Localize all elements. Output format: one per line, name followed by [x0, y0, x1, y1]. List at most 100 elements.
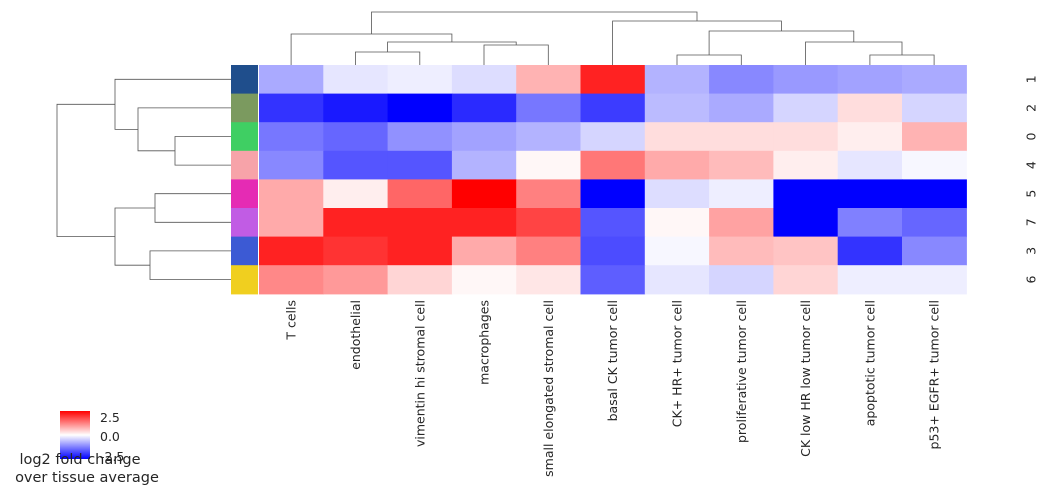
row-label-4: 4	[1024, 161, 1039, 169]
colorbar: 2.5 0.0 -2.5 log2 fold change over tissu…	[15, 410, 159, 486]
heatmap-cell-row-1-apoptotic-tumor-cell	[837, 65, 903, 95]
row-color-swatch-1	[231, 65, 258, 95]
column-labels: T cells endothelial vimentin hi stromal ce…	[284, 300, 942, 477]
heatmap-cell-row-7-basal-ck-tumor-cell	[580, 208, 646, 238]
heatmap-cell-row-6-ck-hr-tumor-cell	[644, 265, 710, 295]
row-label-2: 2	[1024, 104, 1039, 112]
row-dendrogram-link-2	[114, 78, 231, 130]
heatmap-cell-row-7-endothelial	[323, 208, 389, 238]
heatmap-cell-row-5-apoptotic-tumor-cell	[837, 179, 903, 209]
row-dendrogram-link-1	[137, 107, 231, 152]
column-dendrogram-link-3	[290, 33, 453, 65]
heatmap-cell-row-1-small-elongated-stromal-cell	[516, 65, 582, 95]
heatmap-cell-row-3-ck-hr-tumor-cell	[644, 236, 710, 266]
heatmap-cell-row-1-vimentin-hi-stromal-cell	[387, 65, 453, 95]
heatmap-cell-row-4-small-elongated-stromal-cell	[516, 150, 582, 180]
heatmap-cell-row-4-proliferative-tumor-cell	[709, 150, 774, 180]
heatmap-cell-row-7-ck-low-hr-low-tumor-cell	[773, 208, 839, 238]
heatmap-cell-row-5-endothelial	[323, 179, 389, 209]
heatmap-cell-row-7-apoptotic-tumor-cell	[837, 208, 903, 238]
column-dendrogram-link-0	[355, 51, 421, 65]
row-color-swatch-2	[231, 93, 258, 123]
column-dendrogram-link-9	[371, 11, 698, 34]
row-dendrogram-link-0	[174, 136, 231, 166]
heatmap-cell-row-7-proliferative-tumor-cell	[709, 208, 774, 238]
heatmap-cell-row-1-p53-egfr-tumor-cell	[902, 65, 967, 95]
colorbar-tick-bottom: -2.5	[100, 449, 124, 464]
column-dendrogram-link-8	[612, 20, 782, 65]
heatmap-cell-row-3-apoptotic-tumor-cell	[837, 236, 903, 266]
heatmap-cell-row-6-ck-low-hr-low-tumor-cell	[773, 265, 839, 295]
heatmap-cell-row-7-p53-egfr-tumor-cell	[902, 208, 967, 238]
column-label-proliferative-tumor-cell: proliferative tumor cell	[734, 300, 749, 443]
heatmap-cell-row-6-basal-ck-tumor-cell	[580, 265, 646, 295]
heatmap-cell-row-3-basal-ck-tumor-cell	[580, 236, 646, 266]
row-label-6: 6	[1024, 275, 1039, 283]
heatmap-cell-row-3-small-elongated-stromal-cell	[516, 236, 582, 266]
heatmap-cell-row-6-proliferative-tumor-cell	[709, 265, 774, 295]
row-color-swatch-0	[231, 122, 258, 152]
heatmap-cell-row-4-basal-ck-tumor-cell	[580, 150, 646, 180]
heatmap-cell-row-5-t-cells	[259, 179, 324, 209]
column-label-t-cells: T cells	[284, 300, 299, 341]
heatmap-cell-row-5-vimentin-hi-stromal-cell	[387, 179, 453, 209]
heatmap-cell-row-2-t-cells	[259, 93, 324, 123]
heatmap-cell-row-6-vimentin-hi-stromal-cell	[387, 265, 453, 295]
heatmap-cell-row-0-ck-low-hr-low-tumor-cell	[773, 122, 839, 152]
heatmap-cell-row-7-vimentin-hi-stromal-cell	[387, 208, 453, 238]
heatmap-cell-row-4-vimentin-hi-stromal-cell	[387, 150, 453, 180]
row-dendrogram-link-3	[154, 193, 231, 223]
colorbar-gradient	[60, 411, 90, 459]
heatmap-cells	[259, 65, 967, 295]
heatmap-cell-row-4-endothelial	[323, 150, 389, 180]
heatmap-cell-row-2-macrophages	[451, 93, 517, 123]
heatmap-cell-row-4-ck-hr-tumor-cell	[644, 150, 710, 180]
heatmap-cell-row-3-vimentin-hi-stromal-cell	[387, 236, 453, 266]
colorbar-tick-mid: 0.0	[100, 429, 120, 444]
heatmap-cell-row-0-t-cells	[259, 122, 324, 152]
heatmap-cell-row-6-small-elongated-stromal-cell	[516, 265, 582, 295]
column-dendrogram-link-4	[676, 54, 742, 65]
column-dendrogram-link-6	[805, 41, 903, 65]
column-dendrogram-link-2	[387, 41, 517, 52]
row-color-swatch-6	[231, 265, 258, 295]
heatmap-cell-row-6-t-cells	[259, 265, 324, 295]
heatmap-cell-row-4-p53-egfr-tumor-cell	[902, 150, 967, 180]
heatmap-cell-row-0-vimentin-hi-stromal-cell	[387, 122, 453, 152]
heatmap-cell-row-6-endothelial	[323, 265, 389, 295]
colorbar-tick-top: 2.5	[100, 410, 120, 425]
heatmap-cell-row-3-endothelial	[323, 236, 389, 266]
heatmap-cell-row-1-ck-hr-tumor-cell	[644, 65, 710, 95]
column-dendrogram-link-7	[708, 30, 855, 55]
heatmap-cell-row-4-macrophages	[451, 150, 517, 180]
column-dendrogram	[290, 11, 935, 65]
heatmap-cell-row-0-apoptotic-tumor-cell	[837, 122, 903, 152]
heatmap-cell-row-0-p53-egfr-tumor-cell	[902, 122, 967, 152]
heatmap-cell-row-1-t-cells	[259, 65, 324, 95]
heatmap-cell-row-5-ck-hr-tumor-cell	[644, 179, 710, 209]
heatmap-cell-row-1-basal-ck-tumor-cell	[580, 65, 646, 95]
row-color-swatch-4	[231, 150, 258, 180]
heatmap-cell-row-6-macrophages	[451, 265, 517, 295]
heatmap-cell-row-2-ck-hr-tumor-cell	[644, 93, 710, 123]
column-label-ck-low-hr-low-tumor-cell: CK low HR low tumor cell	[798, 300, 813, 457]
heatmap-cell-row-2-apoptotic-tumor-cell	[837, 93, 903, 123]
heatmap-cell-row-0-basal-ck-tumor-cell	[580, 122, 646, 152]
row-dendrogram	[56, 78, 231, 280]
row-color-swatch-7	[231, 208, 258, 238]
heatmap-cell-row-5-proliferative-tumor-cell	[709, 179, 774, 209]
heatmap-cell-row-1-endothelial	[323, 65, 389, 95]
row-label-1: 1	[1024, 75, 1039, 83]
column-label-small-elongated-stromal-cell: small elongated stromal cell	[541, 300, 556, 477]
heatmap-cell-row-3-ck-low-hr-low-tumor-cell	[773, 236, 839, 266]
row-color-swatch-3	[231, 236, 258, 266]
heatmap-cell-row-0-proliferative-tumor-cell	[709, 122, 774, 152]
heatmap-cell-row-2-vimentin-hi-stromal-cell	[387, 93, 453, 123]
colorbar-label-line-1: log2 fold change	[19, 452, 140, 468]
column-dendrogram-link-1	[483, 44, 549, 65]
heatmap-cell-row-1-ck-low-hr-low-tumor-cell	[773, 65, 839, 95]
heatmap-cell-row-7-ck-hr-tumor-cell	[644, 208, 710, 238]
heatmap-cell-row-1-macrophages	[451, 65, 517, 95]
column-label-apoptotic-tumor-cell: apoptotic tumor cell	[862, 300, 877, 426]
heatmap-cell-row-2-small-elongated-stromal-cell	[516, 93, 582, 123]
